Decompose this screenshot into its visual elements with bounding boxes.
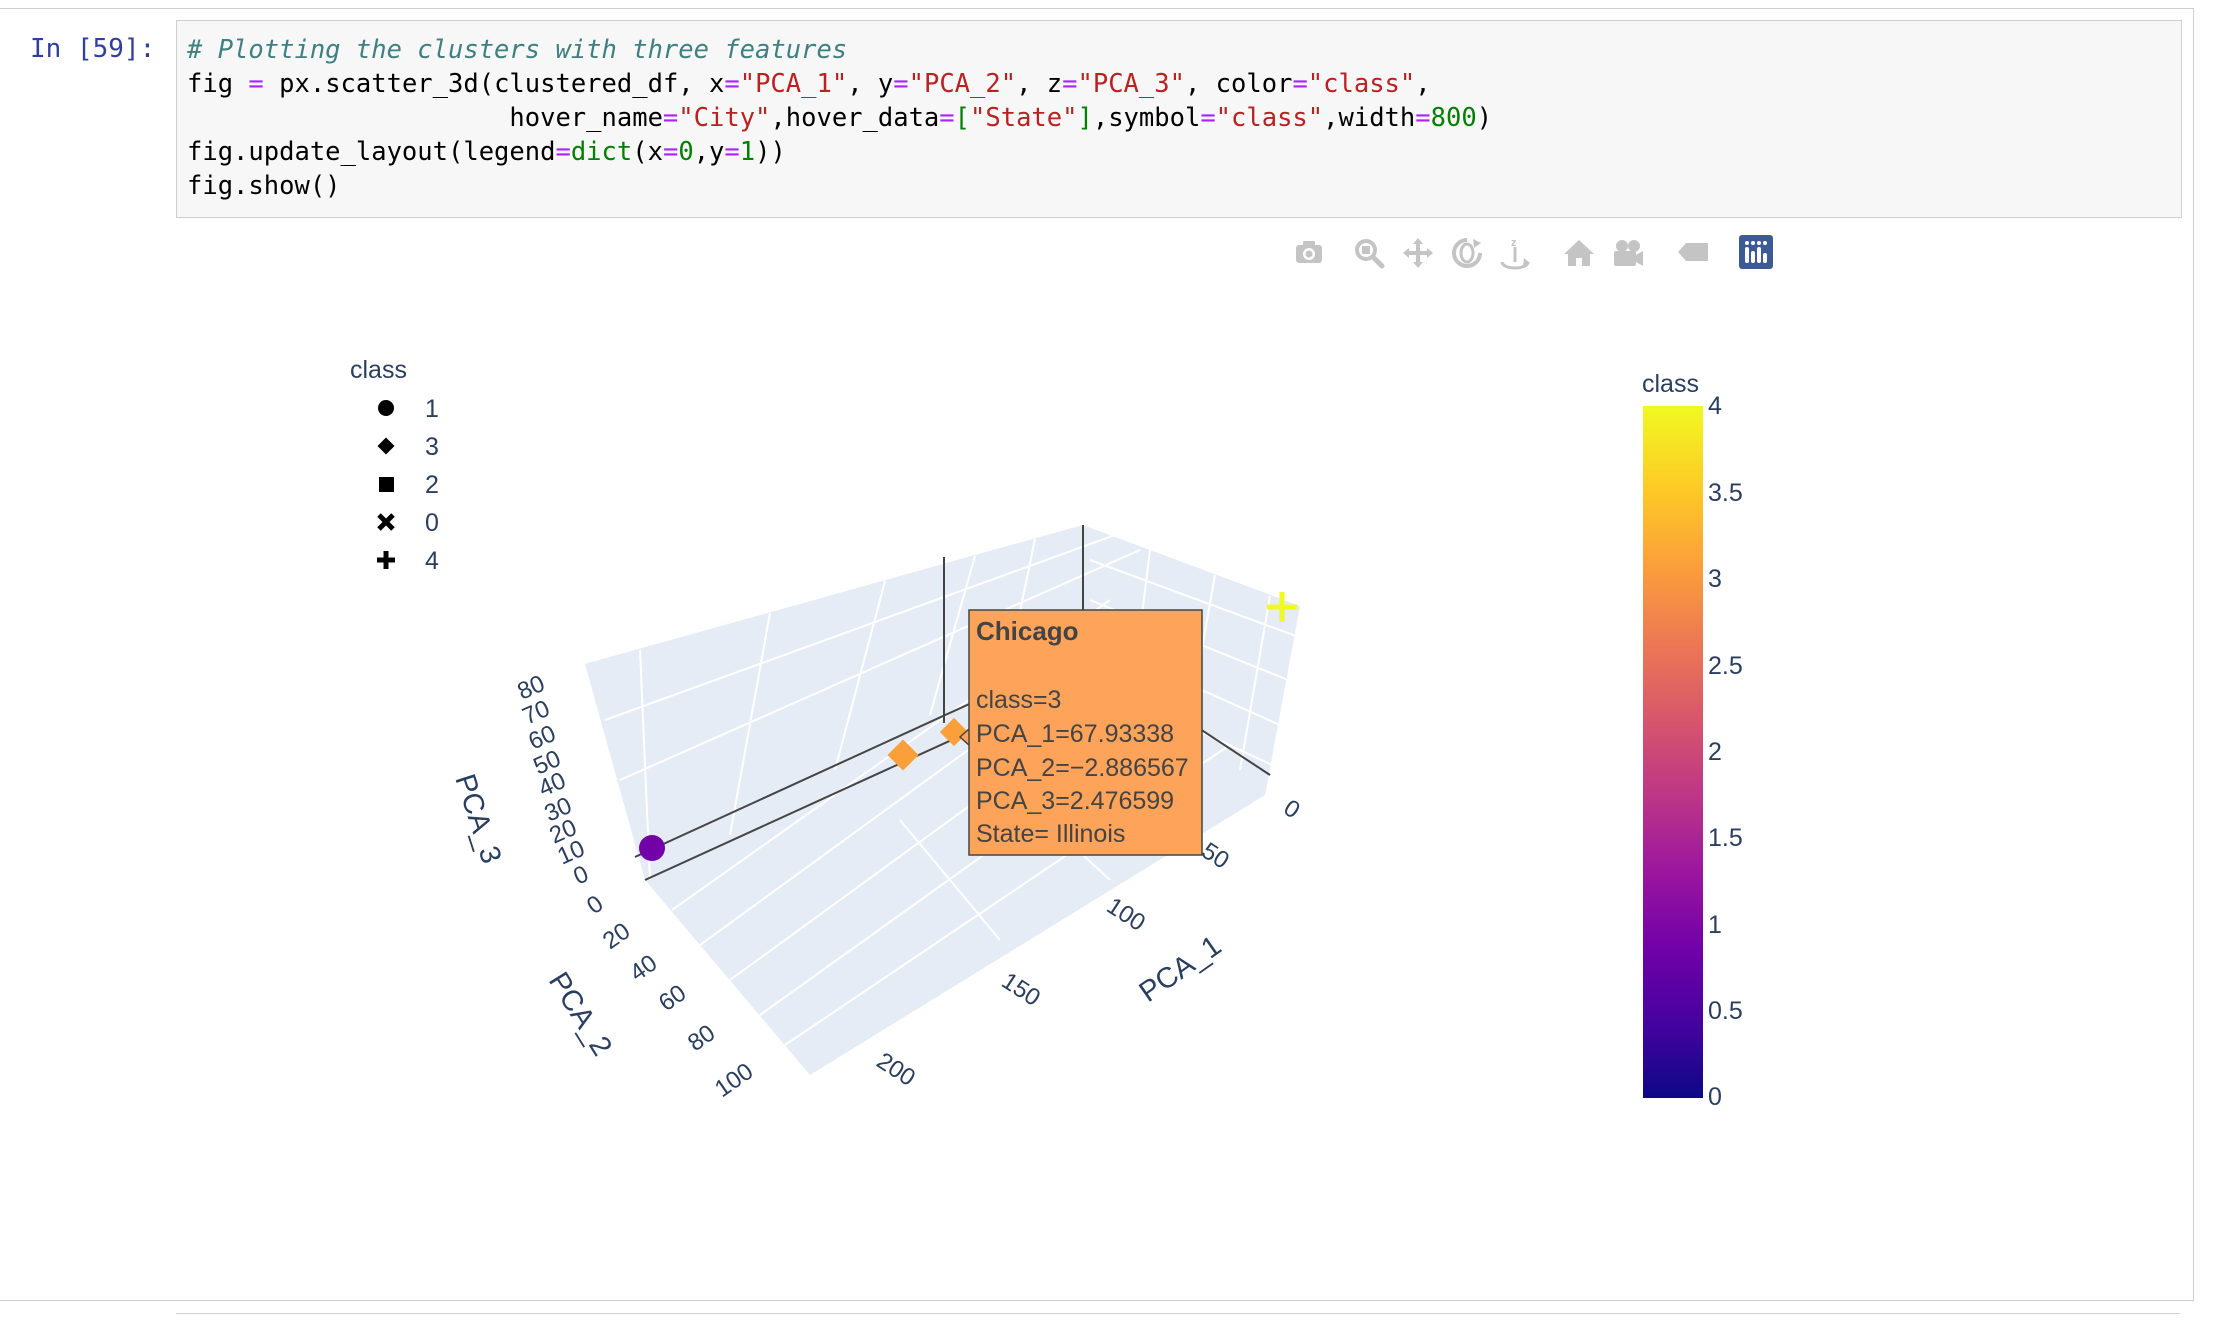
input-prompt: In [59]: bbox=[30, 34, 156, 64]
modebar: z bbox=[1296, 235, 1773, 270]
code-comment: # Plotting the clusters with three featu… bbox=[187, 35, 848, 65]
svg-text:z: z bbox=[1511, 237, 1517, 249]
turntable-rotation-icon[interactable]: z bbox=[1500, 237, 1530, 270]
reset-camera-home-icon[interactable] bbox=[1564, 240, 1594, 266]
reset-camera-last-save-icon[interactable] bbox=[1614, 240, 1643, 266]
zoom-icon[interactable] bbox=[1355, 239, 1385, 269]
pan-icon[interactable] bbox=[1403, 238, 1433, 268]
code-text[interactable]: # Plotting the clusters with three featu… bbox=[187, 35, 1493, 201]
camera-icon[interactable] bbox=[1296, 241, 1322, 263]
plotly-logo-icon[interactable] bbox=[1739, 235, 1773, 269]
cell-frame bbox=[0, 8, 2194, 1301]
cell-top-border bbox=[0, 8, 2193, 9]
next-cell-border bbox=[176, 1313, 2180, 1314]
code-editor[interactable]: # Plotting the clusters with three featu… bbox=[176, 20, 2182, 218]
toggle-hover-icon[interactable] bbox=[1678, 243, 1708, 261]
orbit-rotation-icon[interactable] bbox=[1452, 238, 1482, 268]
